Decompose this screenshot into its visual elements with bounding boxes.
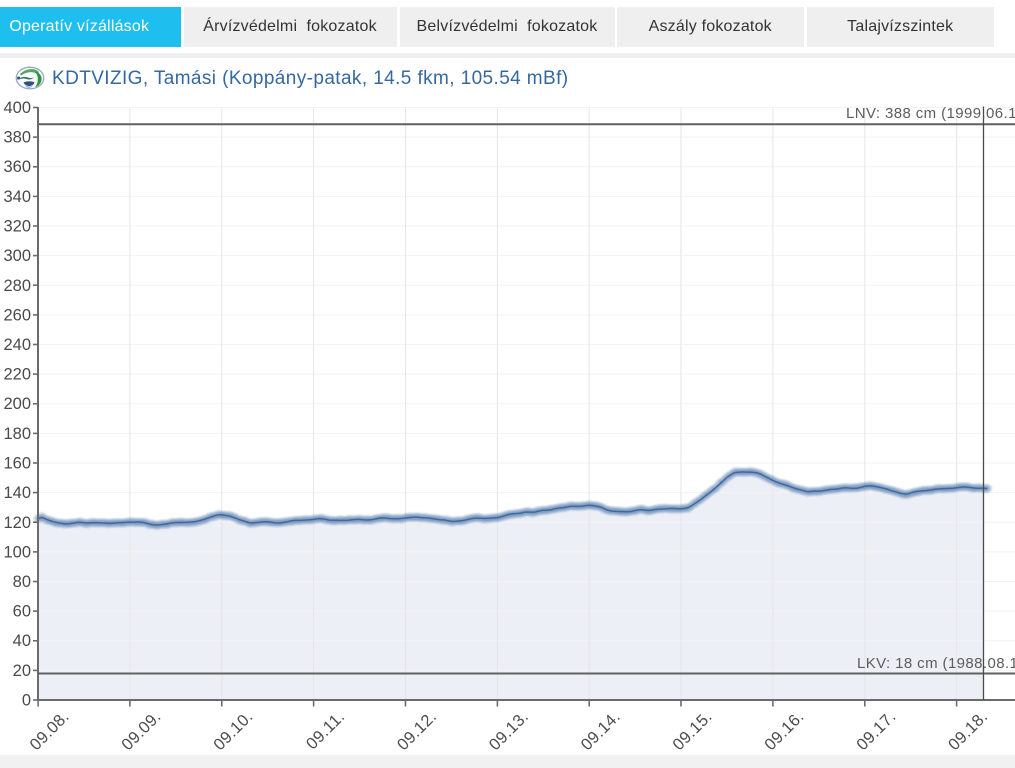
svg-text:09.14.: 09.14. [578, 708, 624, 754]
svg-text:200: 200 [3, 395, 31, 413]
svg-text:400: 400 [3, 99, 31, 117]
svg-text:LNV: 388 cm (1999.06.13: LNV: 388 cm (1999.06.13 [846, 105, 1015, 122]
svg-text:320: 320 [3, 218, 31, 236]
svg-text:80: 80 [13, 573, 31, 591]
svg-text:09.18.: 09.18. [945, 708, 991, 754]
svg-text:160: 160 [3, 455, 31, 473]
svg-text:LKV: 18 cm (1988.08.13: LKV: 18 cm (1988.08.13 [857, 655, 1015, 672]
svg-text:09.13.: 09.13. [486, 708, 532, 754]
svg-text:09.12.: 09.12. [394, 708, 440, 754]
svg-text:300: 300 [3, 247, 31, 265]
svg-text:40: 40 [13, 632, 31, 650]
svg-text:0: 0 [22, 692, 31, 710]
svg-text:360: 360 [3, 158, 31, 176]
svg-text:100: 100 [3, 543, 31, 561]
svg-text:220: 220 [3, 366, 31, 384]
svg-text:280: 280 [3, 277, 31, 295]
svg-text:140: 140 [3, 484, 31, 502]
svg-text:09.16.: 09.16. [761, 708, 807, 754]
svg-text:09.15.: 09.15. [669, 708, 715, 754]
svg-text:20: 20 [13, 662, 31, 680]
svg-text:60: 60 [13, 603, 31, 621]
svg-text:09.09.: 09.09. [118, 708, 164, 754]
svg-text:180: 180 [3, 425, 31, 443]
svg-text:380: 380 [3, 129, 31, 147]
svg-text:09.11.: 09.11. [303, 708, 349, 754]
svg-text:09.08.: 09.08. [26, 708, 72, 754]
svg-text:240: 240 [3, 336, 31, 354]
svg-text:09.10.: 09.10. [210, 708, 256, 754]
svg-text:120: 120 [3, 514, 31, 532]
svg-text:340: 340 [3, 188, 31, 206]
svg-text:09.17.: 09.17. [853, 708, 899, 754]
svg-text:260: 260 [3, 306, 31, 324]
